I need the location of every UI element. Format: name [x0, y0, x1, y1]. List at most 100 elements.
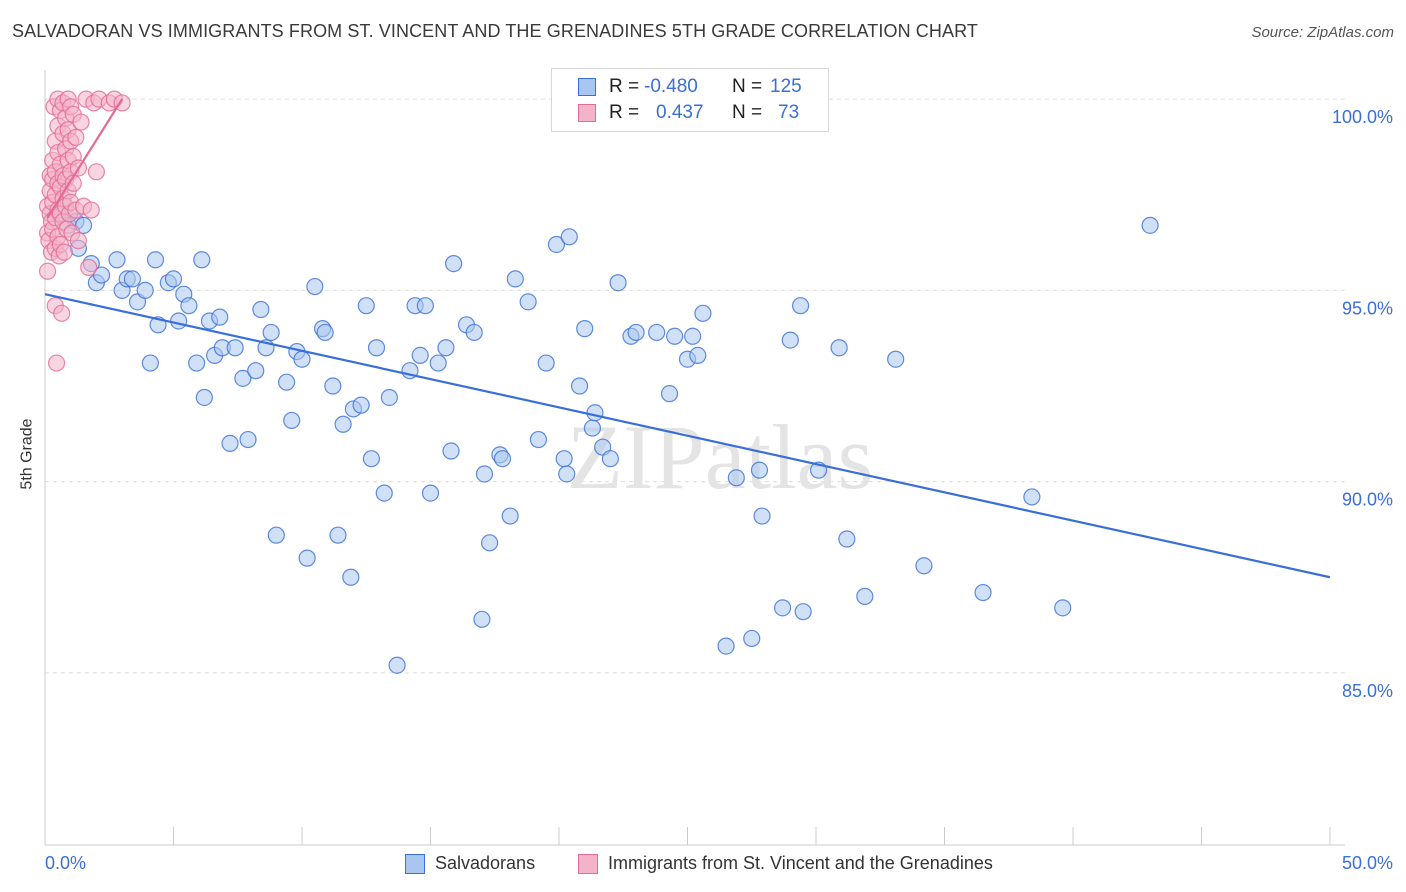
salvadorans-point [226, 339, 244, 357]
immigrants-point [87, 163, 106, 181]
immigrants-point [82, 201, 100, 219]
y-axis-label: 5th Grade [18, 418, 36, 490]
bottom-legend-swatch-pink [578, 854, 598, 874]
salvadorans-point [92, 266, 111, 284]
salvadorans-point [329, 526, 347, 544]
immigrants-trend-line [46, 98, 124, 219]
salvadorans-point [1023, 488, 1041, 506]
salvadorans-point [570, 377, 589, 395]
salvadorans-trend-line [44, 293, 1331, 579]
immigrants-point [69, 232, 88, 250]
legend-n-label: N = [732, 102, 763, 123]
salvadorans-point [684, 327, 702, 345]
salvadorans-point [324, 377, 342, 395]
salvadorans-point [146, 251, 165, 269]
source-label: Source: ZipAtlas.com [1251, 24, 1394, 41]
salvadorans-point [362, 450, 380, 468]
salvadorans-point [838, 530, 856, 548]
salvadorans-point [475, 465, 494, 483]
salvadorans-point [411, 346, 429, 364]
salvadorans-point [547, 235, 566, 254]
salvadorans-point [609, 274, 627, 292]
salvadorans-point [689, 346, 707, 364]
salvadorans-point [388, 656, 406, 674]
salvadorans-point [108, 251, 126, 269]
x-tick-label: 0.0% [45, 853, 86, 873]
salvadorans-point [277, 373, 296, 391]
salvadorans-point [123, 270, 141, 288]
salvadorans-point [727, 469, 745, 487]
legend-r-label: R = [609, 76, 640, 97]
salvadorans-point [380, 388, 398, 407]
salvadorans-point [1141, 216, 1159, 234]
salvadorans-point [180, 297, 198, 315]
salvadorans-point [211, 308, 229, 326]
y-tick-label: 90.0% [1342, 490, 1393, 510]
salvadorans-point [915, 557, 933, 575]
salvadorans-point [717, 637, 735, 655]
salvadorans-point [506, 270, 524, 288]
salvadorans-point [267, 526, 285, 544]
salvadorans-point [791, 297, 810, 315]
svg-immigrants-points [38, 90, 131, 372]
salvadorans-point [648, 323, 666, 342]
salvadorans-point [974, 583, 992, 602]
immigrants-point [55, 243, 73, 261]
salvadorans-point [367, 339, 386, 357]
salvadorans-point [136, 281, 154, 299]
salvadorans-point [501, 507, 519, 525]
salvadorans-point [481, 534, 499, 552]
salvadorans-point [753, 507, 771, 525]
tick-labels: 85.0% 90.0% 95.0% 100.0% 0.0% 50.0% [45, 107, 1393, 873]
salvadorans-point [298, 549, 316, 567]
salvadorans-point [558, 465, 576, 483]
salvadorans-point [262, 323, 280, 342]
salvadorans-point [887, 350, 905, 368]
immigrants-point [38, 262, 57, 280]
salvadorans-point [576, 320, 594, 338]
salvadorans-point [239, 430, 257, 449]
salvadorans-point [555, 450, 573, 468]
salvadorans-point [781, 331, 799, 349]
immigrants-point [53, 304, 71, 322]
salvadorans-point [694, 304, 712, 322]
y-tick-label: 100.0% [1332, 107, 1393, 127]
salvadorans-point [830, 339, 848, 357]
legend-n-value: 125 [770, 76, 802, 97]
salvadorans-point [421, 484, 440, 502]
y-tick-label: 95.0% [1342, 298, 1393, 318]
salvadorans-point [537, 354, 555, 372]
salvadorans-point [283, 411, 301, 430]
salvadorans-point [442, 442, 460, 460]
salvadorans-point [357, 297, 375, 315]
salvadorans-point [342, 568, 360, 586]
salvadorans-point [627, 323, 645, 342]
salvadorans-point [445, 255, 463, 273]
salvadorans-point [193, 251, 211, 269]
salvadorans-point [252, 300, 270, 319]
y-tick-label: 85.0% [1342, 681, 1393, 701]
immigrants-point [80, 258, 98, 277]
salvadorans-point [856, 587, 874, 605]
salvadorans-point [437, 339, 455, 357]
x-tick-label: 50.0% [1342, 853, 1393, 873]
salvadorans-point [560, 228, 578, 246]
legend-n-value: 73 [778, 102, 800, 123]
bottom-legend-swatch-blue [405, 854, 425, 874]
bottom-legend-label: Salvadorans [435, 853, 536, 873]
chart-title: SALVADORAN VS IMMIGRANTS FROM ST. VINCEN… [12, 21, 978, 41]
salvadorans-point [195, 388, 213, 407]
salvadorans-point [773, 599, 792, 617]
trend-lines [44, 98, 1331, 579]
salvadorans-point [221, 434, 239, 452]
salvadorans-point [170, 312, 188, 330]
immigrants-point [67, 128, 85, 146]
salvadorans-point [743, 629, 761, 648]
salvadorans-point [293, 350, 311, 368]
salvadorans-point [583, 419, 602, 437]
salvadorans-point [750, 461, 769, 479]
salvadorans-point [794, 603, 812, 621]
salvadorans-point [247, 362, 265, 380]
immigrants-point [72, 113, 90, 131]
